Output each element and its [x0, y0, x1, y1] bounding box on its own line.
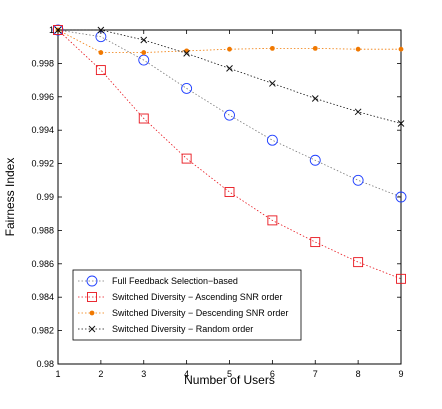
series-3-marker-8 — [355, 46, 361, 52]
series-3-marker-5 — [227, 46, 232, 52]
legend-item-3: Switched Diversity − Descending SNR orde… — [78, 308, 288, 318]
y-tick-label: 0.988 — [31, 225, 54, 235]
legend-marker-2 — [87, 292, 97, 302]
x-tick-label: 5 — [227, 369, 232, 379]
y-tick-label: 0.984 — [31, 292, 54, 302]
y-tick-label: 0.998 — [31, 58, 54, 68]
series-2-marker-9 — [396, 273, 406, 284]
x-tick-label: 4 — [184, 369, 189, 379]
legend-item-2: Switched Diversity − Ascending SNR order — [78, 292, 282, 302]
series-4-marker-6-stroke-b — [269, 80, 276, 87]
y-tick-label: 0.99 — [36, 192, 54, 202]
series-1-marker-3 — [138, 54, 150, 66]
series-2-marker-2 — [95, 65, 106, 76]
x-tick-label: 9 — [398, 369, 403, 379]
y-tick-label: 0.98 — [36, 359, 54, 369]
series-4-marker-6 — [269, 80, 276, 87]
series-3-marker-2 — [98, 50, 104, 55]
legend-items: Full Feedback Selection−based Switched Di… — [78, 275, 288, 334]
series-1-marker-5 — [224, 109, 235, 121]
series-1-marker-1 — [52, 24, 64, 36]
legend-label-1: Full Feedback Selection−based — [112, 276, 238, 286]
x-tick-label: 2 — [98, 369, 103, 379]
series-2-marker-4 — [181, 153, 192, 164]
series-3-marker-9 — [398, 46, 404, 52]
series-1-marker-6 — [266, 134, 278, 146]
series-2-marker-8 — [353, 257, 364, 268]
legend: Full Feedback Selection−based Switched Di… — [72, 269, 302, 341]
legend-marker-4-stroke-b — [88, 325, 96, 333]
legend-marker-4 — [88, 325, 96, 333]
series-1-marker-7 — [309, 154, 321, 166]
series-line-1 — [57, 29, 402, 198]
legend-label-4: Switched Diversity − Random order — [112, 324, 253, 334]
legend-item-1: Full Feedback Selection−based — [78, 275, 238, 287]
x-tick-label: 8 — [356, 369, 361, 379]
x-tick-labels: 1 2 3 4 5 6 7 8 9 — [55, 369, 403, 379]
series-4-marker-9 — [397, 120, 405, 127]
y-tick-label: 0.996 — [31, 92, 54, 102]
series-2-marker-3 — [138, 113, 149, 124]
x-tick-label: 6 — [270, 369, 275, 379]
series-1-marker-9 — [395, 191, 407, 203]
series-4-marker-8 — [354, 108, 362, 116]
series-lines — [57, 29, 402, 280]
series-4-marker-3 — [140, 36, 148, 44]
legend-marker-1 — [86, 275, 98, 287]
series-3-marker-3 — [141, 50, 147, 55]
x-tick-label: 3 — [141, 369, 146, 379]
legend-label-3: Switched Diversity − Descending SNR orde… — [112, 308, 288, 318]
y-tick-label: 0.994 — [31, 125, 54, 135]
series-4-marker-5 — [226, 65, 233, 72]
legend-item-4: Switched Diversity − Random order — [78, 324, 253, 334]
series-3-marker-6 — [269, 45, 275, 51]
y-tick-labels: 0.98 0.982 0.984 0.986 0.988 0.99 0.992 0.994 0.… — [31, 25, 54, 369]
y-axis-label: Fairness Index — [3, 158, 17, 237]
legend-marker-3 — [89, 310, 95, 316]
series-2-marker-1 — [53, 25, 63, 35]
series-2-marker-7 — [310, 237, 321, 248]
series-4-marker-4-stroke-b — [183, 50, 190, 57]
series-3-marker-4 — [184, 48, 190, 54]
axis-ticks — [57, 29, 402, 365]
y-tick-label: 0.986 — [31, 259, 54, 269]
series-4-marker-7-stroke-b — [311, 95, 319, 102]
legend-label-2: Switched Diversity − Ascending SNR order — [112, 292, 282, 302]
series-2-marker-5 — [224, 187, 235, 197]
series-2-marker-6 — [267, 215, 278, 226]
series-4-marker-4 — [183, 50, 190, 57]
series-1-marker-4 — [181, 82, 193, 94]
series-4-marker-3-stroke-b — [140, 36, 148, 44]
x-tick-label: 1 — [55, 369, 60, 379]
x-tick-label: 7 — [313, 369, 318, 379]
series-line-3 — [57, 29, 401, 53]
series-4-marker-5-stroke-b — [226, 65, 233, 72]
series-3-marker-7 — [312, 45, 318, 51]
x-axis-label: Number of Users — [184, 373, 275, 387]
legend-box — [72, 269, 302, 341]
series-1-marker-8 — [352, 174, 364, 186]
y-tick-label: 0.982 — [31, 326, 54, 336]
y-tick-label: 0.992 — [31, 159, 54, 169]
series-line-4 — [58, 29, 402, 124]
y-tick-label: 1 — [49, 25, 54, 35]
series-4-marker-9-stroke-b — [397, 120, 405, 127]
series-4-marker-7 — [311, 95, 319, 102]
series-markers — [52, 24, 407, 284]
series-4-marker-8-stroke-b — [354, 108, 362, 116]
